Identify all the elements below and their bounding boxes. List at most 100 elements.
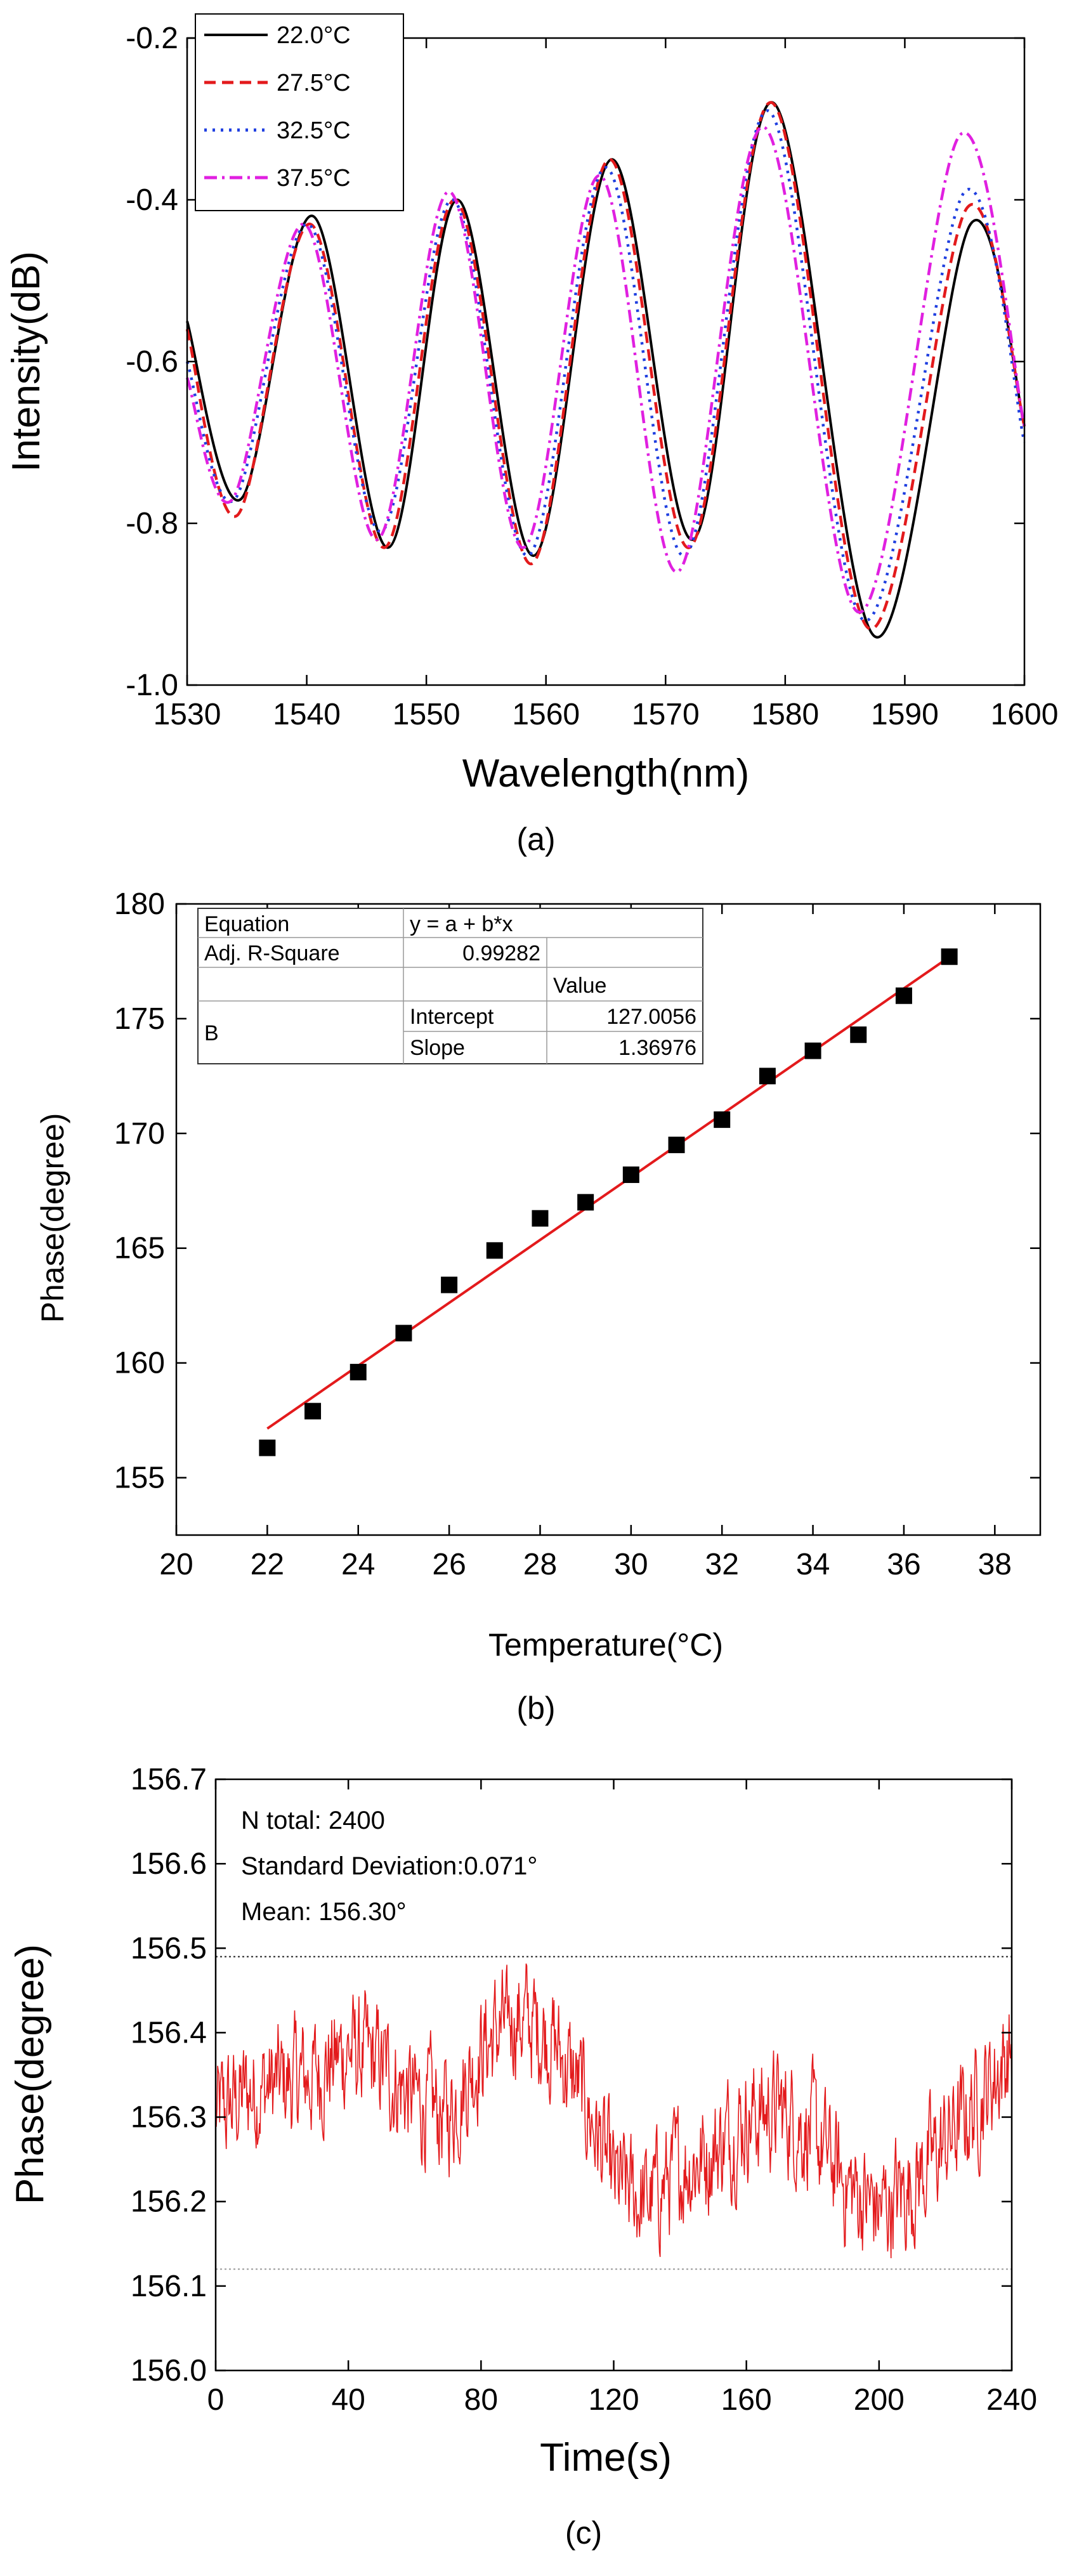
- chart-b-x-tick-label: 26: [432, 1548, 466, 1581]
- legend-label-32c: 32.5°C: [277, 117, 351, 144]
- chart-a-series-line-2: [185, 109, 1026, 622]
- chart-c-x-tick-label: 40: [331, 2383, 365, 2417]
- chart-a-x-tick-label: 1600: [991, 698, 1059, 731]
- chart-b-fit-line: [266, 956, 950, 1430]
- chart-a-y-tick-label: -1.0: [126, 669, 178, 702]
- chart-c-y-tick-label: 156.0: [131, 2354, 207, 2388]
- chart-b-y-tick-label: 175: [114, 1002, 165, 1036]
- chart-b-x-tick-label: 28: [523, 1548, 557, 1581]
- chart-b-points-group: [259, 948, 958, 1456]
- chart-c-x-tick-label: 200: [854, 2383, 905, 2417]
- legend-label-37c: 37.5°C: [277, 165, 351, 192]
- chart-a-x-tick-label: 1530: [154, 698, 221, 731]
- chart-b-y-tick-label: 170: [114, 1117, 165, 1151]
- legend-label-22c: 22.0°C: [277, 22, 351, 49]
- chart-b-y-tick-label: 160: [114, 1347, 165, 1380]
- chart-b-frame: [175, 903, 1042, 1536]
- chart-b-point: [350, 1364, 367, 1381]
- chart-c-x-axis-label: Time(s): [540, 2436, 672, 2480]
- chart-b-x-tick-label: 36: [887, 1548, 920, 1581]
- table-value-header: Value: [553, 974, 606, 998]
- chart-a-legend: 22.0°C 27.5°C 32.5°C 37.5°C: [195, 13, 404, 211]
- chart-c-mean: Mean: 156.30°: [241, 1898, 407, 1926]
- chart-b-point: [941, 948, 958, 965]
- chart-b-point: [577, 1194, 594, 1211]
- chart-b-point: [622, 1166, 639, 1183]
- chart-a-x-tick-label: 1570: [632, 698, 700, 731]
- chart-b-panel-label: (b): [516, 1690, 555, 1726]
- chart-a-panel-label: (a): [516, 821, 555, 857]
- chart-b-y-tick-label: 165: [114, 1232, 165, 1265]
- chart-a-y-tick-label: -0.8: [126, 507, 178, 540]
- chart-b-phase-vs-temperature: 20 22 24 26 28 30 32 34 36 38 155 160 165 170 175 180 E…: [35, 887, 1042, 1726]
- chart-c-x-tick-label: 0: [207, 2383, 225, 2417]
- chart-b-x-tick-label: 34: [796, 1548, 830, 1581]
- chart-b-x-tick-label: 38: [978, 1548, 1012, 1581]
- chart-c-x-tick-label: 240: [986, 2383, 1037, 2417]
- table-r2-value: 0.99282: [462, 941, 540, 965]
- chart-c-x-tick-label: 160: [721, 2383, 772, 2417]
- chart-b-point: [395, 1324, 412, 1342]
- chart-a-x-axis-label: Wavelength(nm): [462, 752, 750, 795]
- chart-b-x-tick-label: 20: [159, 1548, 193, 1581]
- chart-b-point: [804, 1042, 821, 1059]
- chart-b-x-tick-label: 24: [341, 1548, 375, 1581]
- chart-c-n-total: N total: 2400: [241, 1807, 385, 1834]
- table-slope-value: 1.36976: [618, 1036, 696, 1060]
- chart-a-y-axis-label: Intensity(dB): [4, 251, 48, 472]
- chart-c-y-tick-label: 156.6: [131, 1847, 207, 1881]
- chart-b-point: [441, 1276, 458, 1293]
- chart-b-stats-table: Equation y = a + b*x Adj. R-Square 0.992…: [197, 908, 703, 1064]
- chart-c-x-tick-label: 120: [588, 2383, 639, 2417]
- chart-a-series-group: [185, 101, 1026, 639]
- chart-c-y-tick-label: 156.7: [131, 1763, 207, 1796]
- table-equation-label: Equation: [204, 912, 289, 936]
- chart-c-series-line: [215, 1963, 1012, 2259]
- chart-b-point: [759, 1068, 776, 1085]
- table-r2-label: Adj. R-Square: [204, 941, 340, 965]
- chart-b-point: [668, 1136, 685, 1153]
- chart-a-y-tick-label: -0.6: [126, 345, 178, 379]
- table-slope-label: Slope: [410, 1036, 465, 1060]
- chart-b-point: [714, 1111, 731, 1128]
- chart-b-y-tick-label: 155: [114, 1461, 165, 1495]
- chart-b-x-tick-label: 30: [614, 1548, 648, 1581]
- chart-a-series-line-1: [185, 101, 1026, 631]
- chart-c-std-deviation: Standard Deviation:0.071°: [241, 1852, 537, 1880]
- chart-c-phase-vs-time: 0 40 80 120 160 200 240 156.0 156.1 156.2 156.3 156…: [8, 1763, 1037, 2551]
- legend-label-27c: 27.5°C: [277, 70, 351, 96]
- chart-b-point: [486, 1242, 503, 1259]
- table-intercept-label: Intercept: [410, 1005, 494, 1029]
- chart-b-point: [259, 1439, 276, 1456]
- chart-a-x-tick-label: 1550: [393, 698, 461, 731]
- chart-a-x-tick-label: 1560: [512, 698, 580, 731]
- chart-a-intensity-vs-wavelength: 1530 1540 1550 1560 1570 1580 1590 1600 -1.0 -0.8…: [4, 13, 1059, 857]
- chart-c-y-tick-label: 156.3: [131, 2101, 207, 2135]
- chart-b-point: [304, 1402, 322, 1420]
- chart-c-x-tick-label: 80: [464, 2383, 498, 2417]
- chart-c-y-tick-label: 156.4: [131, 2016, 207, 2050]
- chart-a-x-tick-label: 1590: [871, 698, 939, 731]
- chart-c-y-tick-label: 156.5: [131, 1932, 207, 1965]
- chart-a-series-line-3: [185, 126, 1026, 614]
- chart-b-x-tick-label: 22: [251, 1548, 284, 1581]
- chart-b-point: [850, 1026, 867, 1043]
- chart-b-point: [895, 987, 912, 1004]
- chart-c-panel-label: (c): [565, 2515, 602, 2551]
- chart-b-point: [532, 1210, 549, 1227]
- chart-b-x-tick-label: 32: [705, 1548, 739, 1581]
- table-row-label-b: B: [204, 1021, 219, 1045]
- table-intercept-value: 127.0056: [606, 1005, 696, 1029]
- chart-c-series-group: [215, 1963, 1012, 2259]
- chart-b-y-axis-label: Phase(degree): [35, 1113, 70, 1323]
- chart-c-y-tick-label: 156.2: [131, 2185, 207, 2219]
- chart-b-x-axis-label: Temperature(°C): [488, 1627, 723, 1663]
- chart-a-x-tick-label: 1540: [273, 698, 341, 731]
- chart-c-y-tick-label: 156.1: [131, 2270, 207, 2303]
- chart-a-y-tick-label: -0.2: [126, 22, 178, 55]
- chart-a-y-tick-label: -0.4: [126, 183, 178, 217]
- chart-b-y-tick-label: 180: [114, 887, 165, 921]
- chart-a-series-line-0: [186, 101, 1026, 639]
- chart-c-y-axis-label: Phase(degree): [8, 1944, 52, 2204]
